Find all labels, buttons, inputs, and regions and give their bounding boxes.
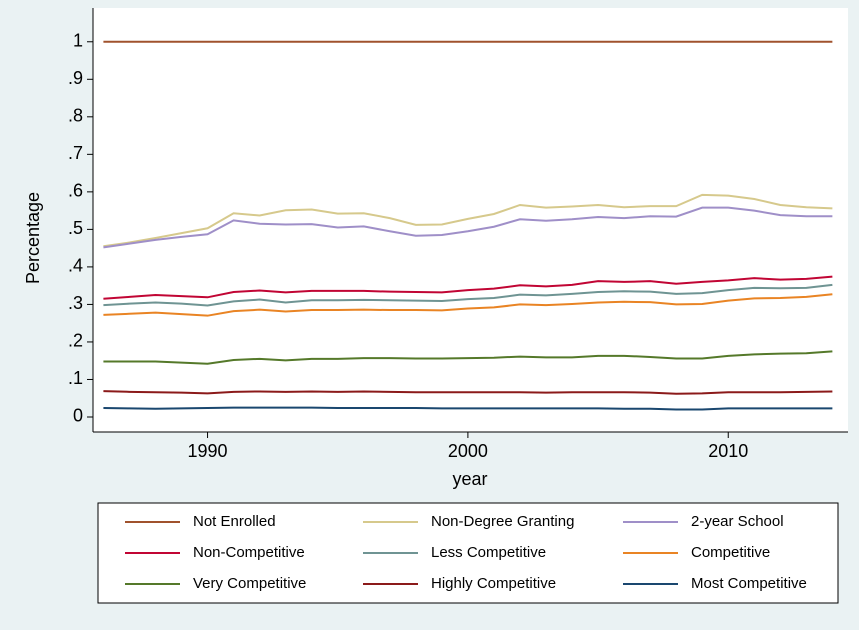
legend-label: Non-Degree Granting <box>431 513 574 530</box>
y-tick-label: .6 <box>68 181 83 201</box>
legend-label: Non-Competitive <box>193 544 305 561</box>
y-tick-label: 0 <box>73 406 83 426</box>
y-tick-label: .7 <box>68 143 83 163</box>
series-line <box>103 193 833 248</box>
legend-label: Most Competitive <box>691 575 807 592</box>
x-tick-label: 2000 <box>448 441 488 461</box>
legend-label: 2-year School <box>691 513 784 530</box>
series-line <box>103 283 833 307</box>
y-tick-label: 1 <box>73 31 83 51</box>
y-tick-label: .8 <box>68 106 83 126</box>
legend-label: Competitive <box>691 544 770 561</box>
legend <box>97 502 839 604</box>
legend-label: Highly Competitive <box>431 575 556 592</box>
y-axis-label: Percentage <box>23 192 43 284</box>
x-axis-label: year <box>452 469 487 489</box>
x-tick-label: 1990 <box>188 441 228 461</box>
y-tick-label: .5 <box>68 218 83 238</box>
series-line <box>103 350 833 365</box>
series-line <box>103 293 833 317</box>
series-line <box>103 275 833 300</box>
legend-label: Very Competitive <box>193 575 306 592</box>
plot-area <box>93 8 848 432</box>
x-tick-label: 2010 <box>708 441 748 461</box>
y-tick-label: .9 <box>68 68 83 88</box>
legend-label: Not Enrolled <box>193 513 276 530</box>
y-tick-label: .1 <box>68 368 83 388</box>
y-tick-label: .2 <box>68 331 83 351</box>
series-line <box>103 406 833 411</box>
y-tick-label: .4 <box>68 256 83 276</box>
series-line <box>103 390 833 395</box>
y-tick-label: .3 <box>68 293 83 313</box>
legend-label: Less Competitive <box>431 544 546 561</box>
series-line <box>103 206 833 249</box>
